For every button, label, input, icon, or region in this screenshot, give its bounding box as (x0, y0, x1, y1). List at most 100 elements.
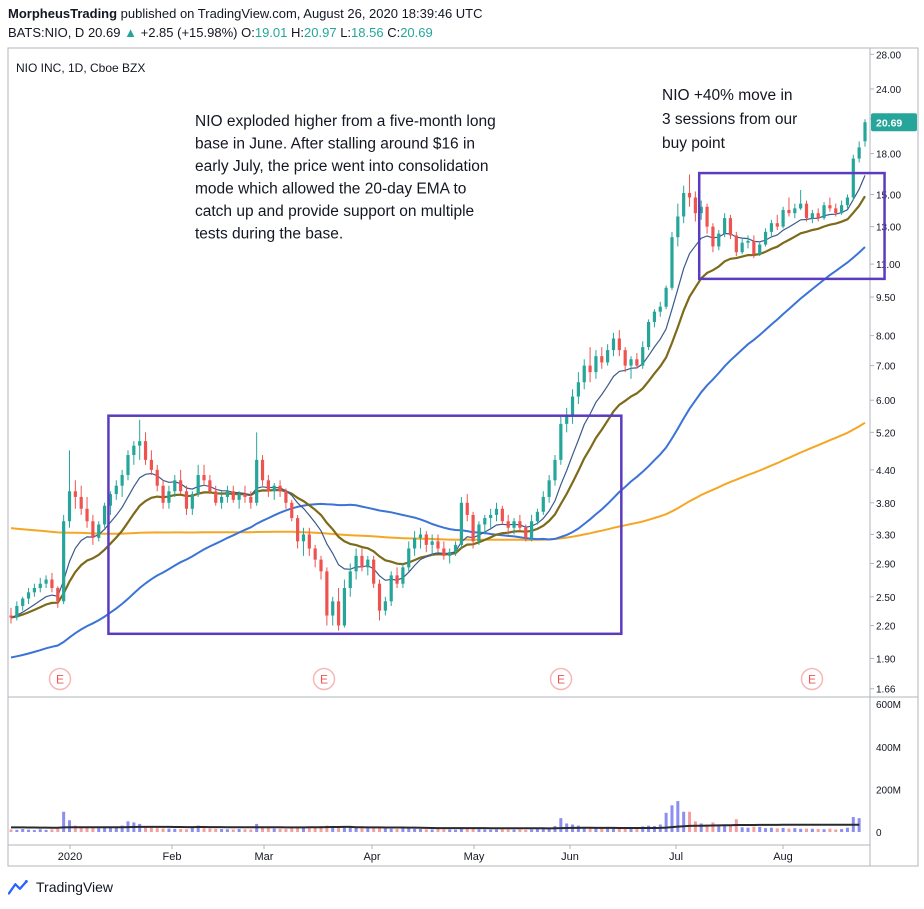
earnings-circle (312, 667, 336, 691)
time-tick-label: May (464, 851, 485, 863)
volume-bar (296, 827, 300, 832)
candle (266, 475, 270, 497)
volume-bar (301, 827, 305, 832)
candle (570, 389, 575, 424)
tradingview-logo-icon (8, 880, 28, 895)
volume-bar (214, 828, 218, 832)
volume-bar (454, 829, 458, 832)
price-tick-label: 2.90 (876, 559, 896, 570)
candle-body (828, 205, 832, 209)
candle-body (430, 541, 434, 545)
volume-bar (541, 827, 545, 832)
candle-body (465, 502, 469, 515)
candle (576, 372, 580, 404)
candle-body (219, 496, 224, 503)
volume-bar (530, 829, 534, 832)
volume-bar (413, 828, 417, 832)
volume-bar (120, 825, 124, 832)
candle-body (781, 209, 785, 227)
candle (430, 534, 434, 556)
volume-bar (38, 829, 42, 832)
candle-body (448, 552, 452, 556)
candle-body (313, 548, 317, 560)
annotation-move-line: buy point (662, 135, 726, 152)
candle (477, 521, 481, 545)
volume-bar (108, 826, 112, 832)
candle-body (266, 480, 270, 492)
candle-body (108, 494, 113, 506)
annotation-base-line: early July, the price went into consolid… (195, 158, 489, 175)
volume-bar (313, 826, 317, 832)
candle-body (79, 496, 83, 509)
time-tick-label: Feb (163, 851, 182, 863)
candle (781, 206, 785, 229)
candle-body (810, 213, 814, 219)
volume-bar (243, 829, 247, 832)
candle (617, 330, 621, 357)
volume-bar (664, 812, 668, 832)
candle (822, 202, 826, 220)
candle-body (845, 197, 850, 206)
candle-body (301, 534, 306, 542)
candle-body (635, 359, 639, 366)
candle (816, 208, 820, 222)
chart-title: NIO INC, 1D, Cboe BZX (16, 61, 145, 75)
candle (559, 415, 563, 465)
earnings-marker: E (800, 667, 824, 691)
tradingview-logo[interactable]: TradingView (8, 879, 113, 895)
candle-body (570, 396, 575, 416)
candle (629, 356, 633, 379)
price-tick-label: 1.90 (876, 654, 896, 665)
time-tick-label: Apr (363, 851, 380, 863)
volume-bar (717, 825, 721, 832)
volume-bar (723, 825, 727, 832)
candle (366, 555, 370, 576)
volume-bar (27, 829, 31, 832)
candle (173, 475, 177, 497)
price-tick-label: 15.00 (876, 190, 901, 201)
candle-body (436, 541, 440, 549)
candle-body (73, 491, 77, 497)
volume-bar (688, 811, 692, 832)
volume-bar (781, 827, 785, 832)
chart-frame (7, 47, 919, 867)
candle (646, 319, 651, 351)
annotation-move-line: NIO +40% move in (662, 87, 793, 104)
volume-bar (705, 824, 709, 832)
candle (418, 527, 423, 549)
candle-body (553, 459, 557, 481)
candle-body (611, 338, 616, 351)
publisher-name[interactable]: MorpheusTrading (8, 6, 118, 21)
candle (834, 203, 838, 217)
candle (705, 203, 709, 234)
volume-bar (652, 826, 656, 832)
candle-body (746, 240, 750, 243)
price-tick-label: 28.00 (876, 50, 901, 61)
candle-body (67, 491, 72, 522)
volume-bar (588, 827, 592, 832)
published-text: published on TradingView.com, August 26,… (117, 6, 483, 21)
volume-bar (319, 826, 323, 832)
volume-bar (834, 829, 838, 832)
candle (208, 475, 212, 495)
candle (518, 514, 522, 532)
candle-body (822, 205, 826, 219)
candle-body (489, 514, 493, 519)
candle-body (840, 205, 844, 214)
candle (407, 541, 411, 572)
candle (769, 219, 774, 238)
volume-bar (611, 827, 615, 832)
candle-body (296, 518, 300, 542)
price-tick-label: 9.50 (876, 293, 896, 304)
candle (102, 502, 107, 528)
symbol-label: BATS:NIO, D (8, 25, 85, 40)
volume-bar (764, 828, 768, 832)
candle (600, 347, 604, 369)
candle (301, 527, 306, 556)
candle (307, 527, 311, 556)
candle (547, 475, 551, 503)
candle (202, 464, 206, 486)
candle-body (120, 475, 124, 486)
candle-body (243, 494, 247, 497)
